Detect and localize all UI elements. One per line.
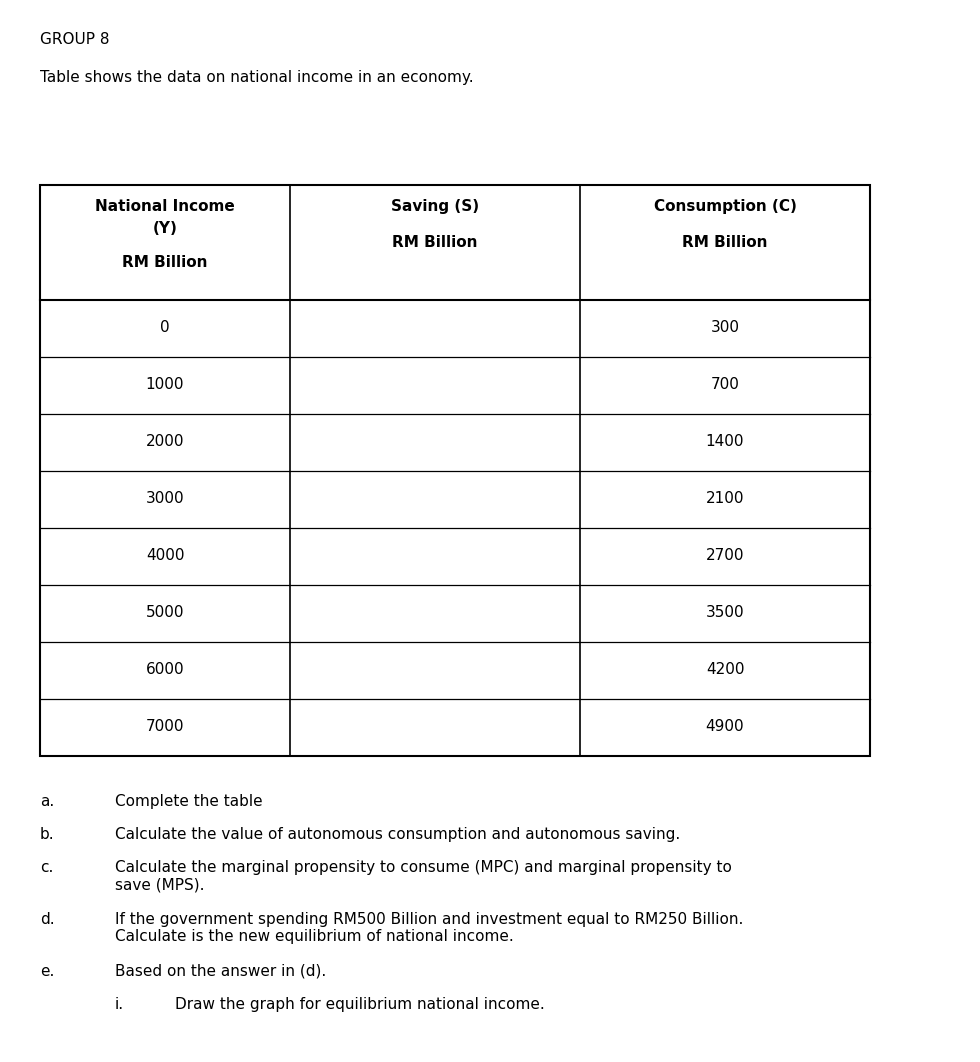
Text: 4000: 4000	[146, 548, 184, 563]
Text: 0: 0	[160, 320, 170, 335]
Text: 6000: 6000	[146, 662, 184, 676]
Text: 5000: 5000	[146, 605, 184, 620]
Text: Complete the table: Complete the table	[115, 794, 263, 809]
Text: 4900: 4900	[706, 719, 745, 734]
Text: d.: d.	[40, 912, 55, 927]
Text: c.: c.	[40, 860, 53, 875]
Text: Table shows the data on national income in an economy.: Table shows the data on national income …	[40, 70, 473, 85]
Text: National Income: National Income	[95, 199, 235, 215]
Text: Calculate the marginal propensity to consume (MPC) and marginal propensity to
sa: Calculate the marginal propensity to con…	[115, 860, 732, 892]
Text: 2100: 2100	[706, 491, 744, 506]
Text: e.: e.	[40, 964, 54, 979]
Text: 300: 300	[710, 320, 740, 335]
Text: 700: 700	[710, 377, 740, 392]
Text: Based on the answer in (d).: Based on the answer in (d).	[115, 964, 326, 979]
Text: Consumption (C): Consumption (C)	[654, 199, 797, 215]
Text: b.: b.	[40, 827, 55, 842]
Text: i.: i.	[115, 997, 124, 1012]
Text: 4200: 4200	[706, 662, 744, 676]
Text: Draw the graph for equilibrium national income.: Draw the graph for equilibrium national …	[175, 997, 545, 1012]
Text: 2000: 2000	[146, 434, 184, 449]
Text: GROUP 8: GROUP 8	[40, 32, 110, 47]
Text: RM Billion: RM Billion	[392, 235, 478, 250]
Text: 2700: 2700	[706, 548, 744, 563]
Text: 1000: 1000	[146, 377, 184, 392]
Text: Calculate the value of autonomous consumption and autonomous saving.: Calculate the value of autonomous consum…	[115, 827, 680, 842]
Text: Saving (S): Saving (S)	[391, 199, 479, 215]
Text: (Y): (Y)	[153, 221, 177, 236]
Bar	[40, 185, 870, 756]
Text: a.: a.	[40, 794, 54, 809]
Text: 3500: 3500	[706, 605, 745, 620]
Text: 7000: 7000	[146, 719, 184, 734]
Text: 1400: 1400	[706, 434, 744, 449]
Text: If the government spending RM500 Billion and investment equal to RM250 Billion.
: If the government spending RM500 Billion…	[115, 912, 744, 944]
Text: RM Billion: RM Billion	[122, 255, 208, 270]
Text: 3000: 3000	[146, 491, 184, 506]
Text: RM Billion: RM Billion	[682, 235, 767, 250]
